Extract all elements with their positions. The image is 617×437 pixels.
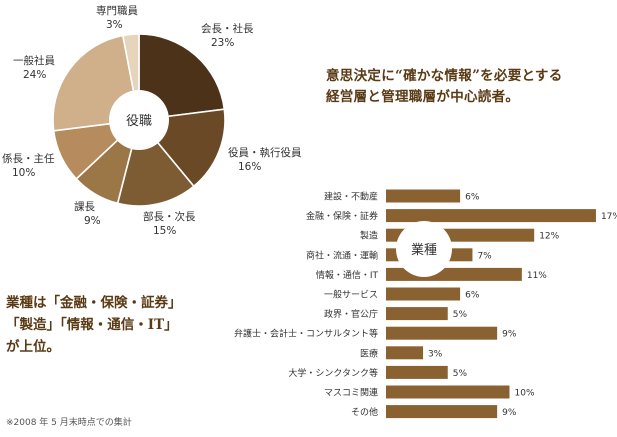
bar xyxy=(386,287,461,301)
pie-slice-value: 15% xyxy=(153,225,176,237)
bar-value-label: 5% xyxy=(453,310,468,320)
pie-slice-name: 会長・社長 xyxy=(201,22,254,35)
bar-value-label: 12% xyxy=(539,232,559,242)
sub-headline: 業種は「金融・保険・証券」 「製造」「情報・通信・IT」 が上位。 xyxy=(6,292,216,358)
footnote: ※2008 年 5 月末時点での集計 xyxy=(6,418,132,428)
bar-category-label: 政界・官公庁 xyxy=(324,308,378,320)
bar-category-label: 建設・不動産 xyxy=(324,191,378,203)
bar-category-label: 一般サービス xyxy=(324,289,378,301)
sub-headline-line-1: 業種は「金融・保険・証券」 xyxy=(6,295,182,311)
pie-slice-value: 9% xyxy=(84,215,101,227)
bar-value-label: 3% xyxy=(428,349,443,359)
bar-value-label: 9% xyxy=(502,330,517,340)
bar xyxy=(386,209,596,223)
pie-slice-name: 係長・主任 xyxy=(2,152,55,165)
bar xyxy=(386,365,448,379)
pie-labels: 会長・社長 23% 役員・執行役員 16% 部長・次長 15% 課長 9% 係長・主任 10% 一般… xyxy=(2,5,302,237)
bar-category-label: 商社・流通・運輸 xyxy=(306,249,378,261)
bar-value-label: 17% xyxy=(601,212,617,222)
headline-line-2: 経営層と管理職層が中心読者。 xyxy=(326,89,520,105)
pie-chart: 役職 xyxy=(52,33,226,207)
pie-slice-name: 専門職員 xyxy=(96,5,138,17)
pie-slice-name: 一般社員 xyxy=(13,54,55,67)
bar-category-label: 情報・通信・IT xyxy=(316,269,379,281)
bar-category-label: 弁護士・会計士・コンサルタント等 xyxy=(234,328,378,340)
bar-value-label: 9% xyxy=(502,408,517,418)
pie-center-label: 役職 xyxy=(126,114,152,129)
headline: 意思決定に“確かな情報”を必要とする 経営層と管理職層が中心読者。 xyxy=(326,66,616,108)
bar-value-label: 6% xyxy=(465,193,480,203)
bar-value-label: 5% xyxy=(453,369,468,379)
pie-center-hole xyxy=(109,90,169,150)
headline-line-1: 意思決定に“確かな情報”を必要とする xyxy=(326,68,563,84)
pie-slice-value: 23% xyxy=(211,37,234,49)
sub-headline-line-2: 「製造」「情報・通信・IT」 xyxy=(6,317,178,333)
pie-slice xyxy=(138,33,226,121)
bar xyxy=(386,385,510,399)
bar-center-label: 業種 xyxy=(411,242,437,258)
pie-slice-name: 課長 xyxy=(74,200,95,213)
pie-slice-value: 16% xyxy=(238,161,261,173)
bar-category-label: 医療 xyxy=(360,347,378,359)
bar xyxy=(386,405,498,419)
pie-slice-value: 10% xyxy=(12,167,35,179)
bar xyxy=(386,189,461,203)
bar xyxy=(386,307,448,321)
bar-category-label: 金融・保険・証券 xyxy=(306,210,378,222)
pie-slice-name: 役員・執行役員 xyxy=(228,146,302,159)
bar-value-label: 7% xyxy=(477,251,492,261)
bar-chart: 建設・不動産 6% 金融・保険・証券 17% 製造 12% 商社・流通・運輸 7% 情報・通信・… xyxy=(234,189,617,419)
pie-slice-name: 部長・次長 xyxy=(143,210,196,223)
pie-slice-value: 24% xyxy=(23,69,46,81)
bar-value-label: 10% xyxy=(515,389,535,399)
bar-value-label: 6% xyxy=(465,291,480,301)
bar-center-badge xyxy=(396,221,452,277)
pie-slice-value: 3% xyxy=(106,19,123,31)
bar-category-label: その他 xyxy=(351,406,378,418)
bar-category-label: 大学・シンクタンク等 xyxy=(288,367,378,379)
bar xyxy=(386,326,498,340)
bar-category-label: 製造 xyxy=(360,230,378,242)
bar-value-label: 11% xyxy=(527,271,547,281)
bar-category-label: マスコミ関連 xyxy=(324,387,378,399)
bar xyxy=(386,346,424,360)
sub-headline-line-3: が上位。 xyxy=(6,339,60,355)
